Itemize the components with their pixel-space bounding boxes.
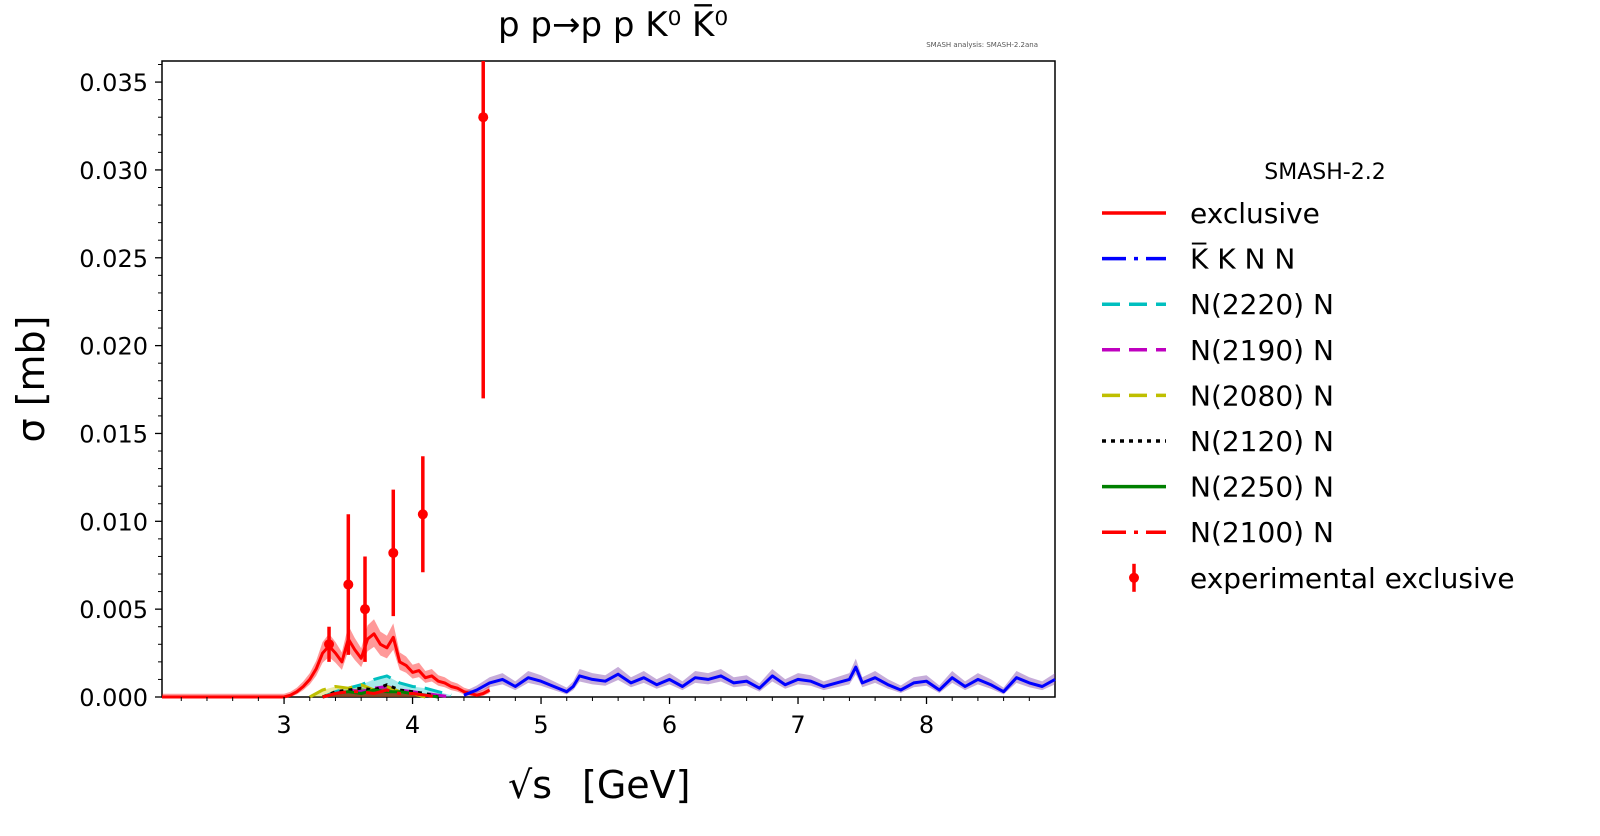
series-line-n-2080-n (309, 683, 426, 699)
legend-label: N(2080) N (1190, 379, 1334, 412)
x-axis-label-symbol: √s (508, 763, 552, 807)
x-tick-label: 4 (405, 711, 420, 739)
x-tick-label: 7 (790, 711, 805, 739)
data-marker (343, 579, 354, 590)
experimental-point (360, 556, 371, 662)
legend-entry: experimental exclusive (1129, 562, 1515, 595)
x-tick-label: 8 (919, 711, 934, 739)
y-tick-label: 0.000 (79, 684, 148, 712)
plot-area (161, 60, 1056, 699)
y-tick-label: 0.030 (79, 157, 148, 185)
y-axis-label: σ [mb] (9, 316, 53, 443)
x-tick-label: 3 (276, 711, 291, 739)
chart-title: p p→p p K⁰ K̅⁰ (498, 4, 728, 45)
legend-entry: N(2120) N (1102, 425, 1334, 458)
legend-label: N(2220) N (1190, 288, 1334, 321)
series-line-n-2100-n (322, 688, 439, 699)
experimental-point (343, 514, 354, 655)
experimental-point (324, 626, 335, 662)
legend-entry: N(2190) N (1102, 334, 1334, 367)
y-tick-label: 0.005 (79, 596, 148, 624)
data-marker (360, 604, 371, 615)
data-marker (417, 509, 428, 520)
band-n-2250-n (322, 690, 439, 697)
data-marker (478, 112, 489, 123)
y-axis-ticks: 0.000 0.005 0.010 0.015 0.020 0.025 0.030 0.035 (79, 64, 162, 712)
y-tick-label: 0.020 (79, 333, 148, 361)
data-marker (324, 639, 335, 650)
analysis-watermark: SMASH analysis: SMASH-2.2ana (926, 41, 1038, 49)
x-axis-label-unit: [GeV] (582, 763, 690, 807)
legend-label: experimental exclusive (1190, 562, 1515, 595)
legend: SMASH-2.2 exclusive K̅ K N N N(2220) N N(21… (1102, 160, 1515, 595)
series-line-exclusive (162, 632, 491, 699)
plot-frame (161, 60, 1056, 698)
legend-entry: N(2250) N (1102, 471, 1334, 504)
x-tick-label: 6 (662, 711, 677, 739)
legend-label: N(2120) N (1190, 425, 1334, 458)
legend-entry: exclusive (1102, 197, 1320, 230)
legend-label: exclusive (1190, 197, 1320, 230)
x-axis-ticks: 3 4 5 6 7 8 (180, 697, 1030, 739)
legend-marker (1129, 572, 1139, 583)
y-tick-label: 0.015 (79, 420, 148, 448)
experimental-point (417, 456, 428, 573)
data-marker (388, 547, 399, 558)
x-axis-label: √s [GeV] (508, 763, 690, 807)
x-tick-label: 5 (533, 711, 548, 739)
legend-label: K̅ K N N (1190, 242, 1295, 276)
legend-title: SMASH-2.2 (1264, 160, 1385, 185)
legend-label: N(2100) N (1190, 516, 1334, 549)
y-tick-label: 0.025 (79, 245, 148, 273)
uncertainty-bands (162, 619, 1055, 697)
y-tick-label: 0.035 (79, 69, 148, 97)
band-k-k-n-n (463, 658, 1055, 697)
legend-label: N(2250) N (1190, 471, 1334, 504)
legend-entry: K̅ K N N (1102, 242, 1295, 276)
band-exclusive (162, 619, 490, 697)
series-line-n-2220-n (322, 674, 452, 699)
experimental-point (388, 489, 399, 617)
legend-entry: N(2100) N (1102, 516, 1334, 549)
experimental-point (478, 61, 489, 399)
series-lines (162, 632, 1056, 699)
legend-entry: N(2080) N (1102, 379, 1334, 412)
experimental-points (324, 61, 489, 662)
legend-label: N(2190) N (1190, 334, 1334, 367)
series-line-k-k-n-n (463, 665, 1056, 697)
legend-entry: N(2220) N (1102, 288, 1334, 321)
y-tick-label: 0.010 (79, 508, 148, 536)
series-line-n-2120-n (322, 683, 439, 699)
